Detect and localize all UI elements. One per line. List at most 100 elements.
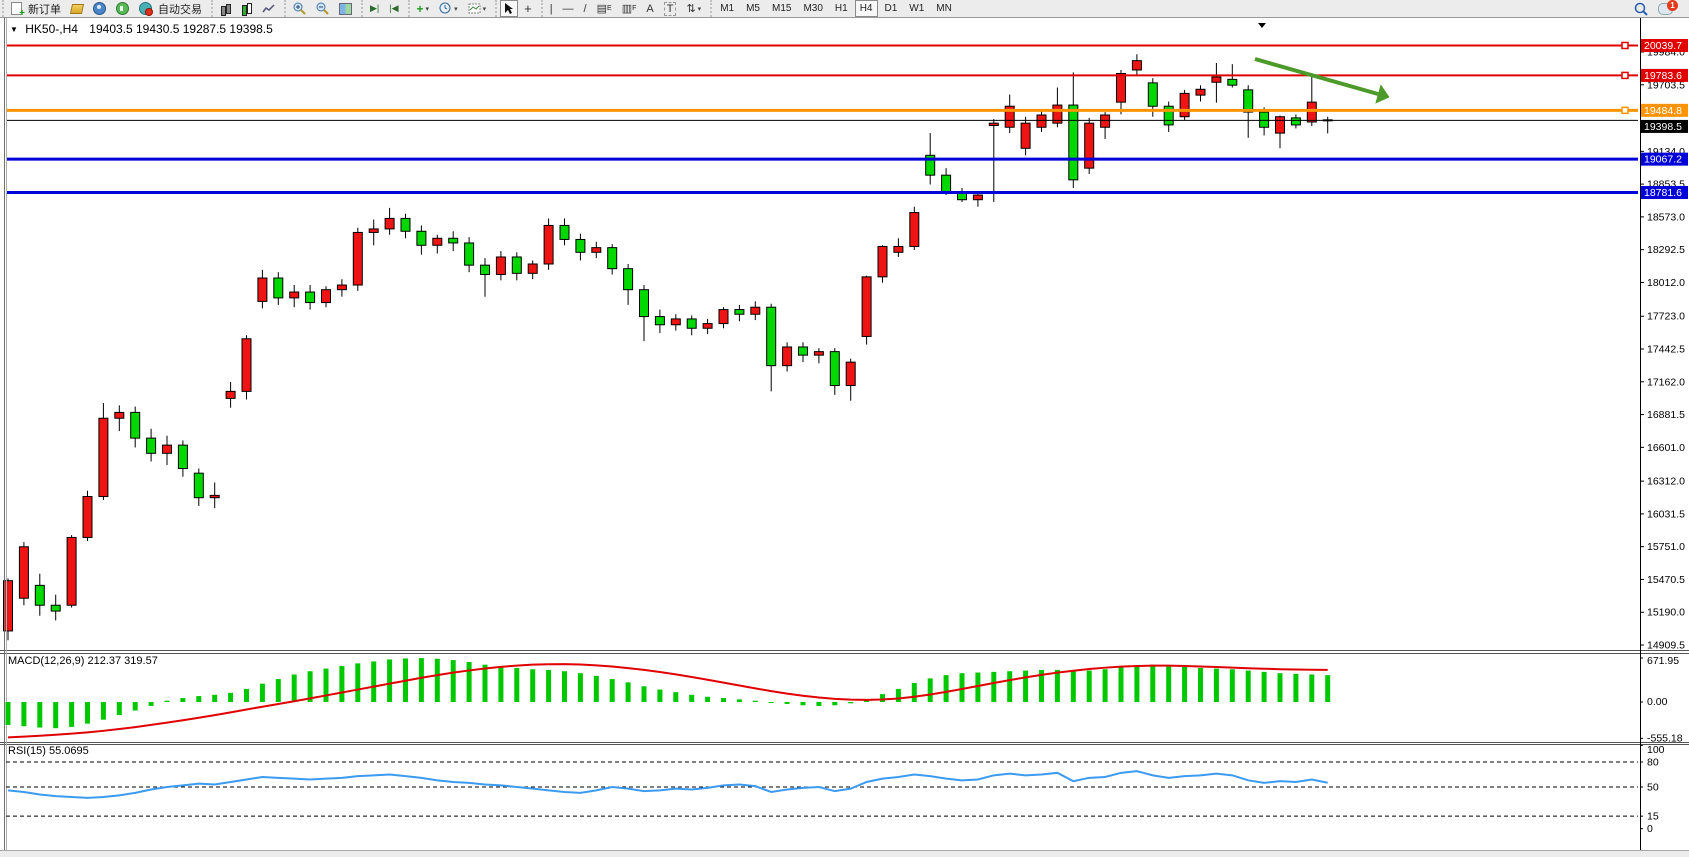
macd-pane[interactable] — [5, 658, 1331, 739]
tile-windows-icon — [339, 2, 352, 15]
svg-text:15: 15 — [1647, 811, 1659, 823]
fibo-e-icon: ▤ — [596, 3, 608, 15]
chart-shift-icon: |◀ — [389, 3, 399, 13]
new-order-button[interactable]: + 新订单 — [7, 0, 65, 19]
main-toolbar: + 新订单 自动交易 ▶| |◀ + ▾ — [0, 0, 1689, 19]
macd-label: MACD(12,26,9) 212.37 319.57 — [8, 655, 158, 667]
rsi-label: RSI(15) 55.0695 — [8, 745, 89, 757]
vertical-line-button[interactable]: | — [546, 0, 557, 17]
market-watch-button[interactable] — [67, 0, 87, 17]
rsi-pane[interactable] — [6, 761, 1638, 817]
svg-text:19398.5: 19398.5 — [1644, 121, 1682, 133]
hline-19783.6[interactable] — [6, 71, 1638, 80]
svg-text:18012.0: 18012.0 — [1647, 277, 1685, 289]
chart-shift-button[interactable]: |◀ — [385, 0, 402, 17]
svg-text:16031.5: 16031.5 — [1647, 508, 1685, 520]
fibo-e-sub: E — [607, 5, 612, 12]
search-button[interactable] — [1630, 0, 1652, 17]
period-button[interactable]: ▾ — [435, 0, 462, 17]
svg-text:19783.6: 19783.6 — [1644, 70, 1682, 82]
svg-text:15190.0: 15190.0 — [1647, 607, 1685, 619]
cursor-group: + — [495, 0, 539, 17]
trend-arrow-annotation[interactable] — [1254, 57, 1390, 104]
price-axis[interactable]: 19984.019703.519134.018853.518573.018292… — [1640, 47, 1685, 836]
svg-text:17723.0: 17723.0 — [1647, 311, 1685, 323]
timeframe-w1-button[interactable]: W1 — [909, 3, 925, 14]
toolbar-right: 1 — [1629, 0, 1685, 17]
add-indicator-icon: + — [416, 1, 424, 16]
hline-19484.8[interactable] — [6, 106, 1638, 115]
timeframe-m5-button[interactable]: M5 — [746, 3, 760, 14]
svg-text:80: 80 — [1647, 757, 1659, 769]
timeframe-m30-button[interactable]: M30 — [803, 3, 823, 14]
timeframe-m15-button[interactable]: M15 — [772, 3, 792, 14]
svg-text:14909.5: 14909.5 — [1647, 640, 1685, 652]
svg-text:19067.2: 19067.2 — [1644, 154, 1682, 166]
chart-window[interactable]: ▼ HK50-,H4 19403.5 19430.5 19287.5 19398… — [0, 18, 1689, 857]
svg-text:0.00: 0.00 — [1647, 696, 1668, 708]
accounts-button[interactable] — [89, 0, 110, 17]
arrows-icon: ⇅ — [686, 3, 696, 15]
auto-trading-label: 自动交易 — [158, 3, 202, 16]
insert-group: + ▾ ▾ ▾ — [407, 0, 494, 17]
timeframe-m1-button[interactable]: M1 — [720, 3, 735, 14]
templates-button[interactable]: ▾ — [464, 0, 491, 17]
text-button[interactable]: A — [642, 0, 657, 17]
person-icon — [93, 2, 106, 15]
timeframe-mn-button[interactable]: MN — [936, 3, 952, 14]
chevron-down-icon: ▾ — [697, 5, 702, 13]
line-chart-button[interactable] — [258, 0, 279, 17]
zoom-out-icon — [316, 2, 329, 15]
signals-button[interactable] — [112, 0, 133, 17]
hline-20039.7[interactable] — [6, 41, 1638, 50]
svg-text:100: 100 — [1647, 744, 1665, 756]
price-badge-20039.7: 20039.7 — [1641, 38, 1688, 52]
chevron-down-icon: ▾ — [454, 5, 458, 13]
cursor-arrow-icon — [505, 2, 514, 14]
bar-chart-button[interactable] — [216, 0, 235, 17]
candles-layer[interactable] — [3, 54, 1333, 641]
scroll-end-icon: ▶| — [370, 3, 380, 13]
tile-windows-button[interactable] — [335, 0, 356, 17]
price-badge-19398.5: 19398.5 — [1641, 119, 1688, 133]
chart-symbol-period: HK50-,H4 — [25, 22, 78, 36]
crosshair-button[interactable]: + — [520, 0, 536, 17]
indicators-button[interactable]: + ▾ — [413, 0, 434, 17]
trendline-icon: / — [583, 2, 587, 15]
expander-triangle-icon[interactable]: ▼ — [10, 25, 18, 34]
timeframe-d1-button[interactable]: D1 — [884, 3, 898, 14]
svg-text:15751.0: 15751.0 — [1647, 541, 1685, 553]
price-badge-19067.2: 19067.2 — [1641, 152, 1688, 166]
horizontal-line-button[interactable]: — — [559, 0, 578, 17]
chart-canvas[interactable]: 19984.019703.519134.018853.518573.018292… — [0, 18, 1689, 856]
bar-chart-icon — [220, 3, 231, 16]
cursor-button[interactable] — [500, 0, 519, 17]
auto-trading-button[interactable]: 自动交易 — [135, 0, 206, 17]
trendline-button[interactable]: / — [580, 0, 591, 17]
price-badge-19783.6: 19783.6 — [1641, 68, 1688, 82]
chart-ohlc-values: 19403.5 19430.5 19287.5 19398.5 — [89, 22, 273, 36]
fibo-retracement-button[interactable]: ▥ F — [618, 0, 641, 17]
timeframe-h4-button[interactable]: H4 — [854, 0, 878, 17]
price-badge-18781.6: 18781.6 — [1641, 186, 1688, 200]
svg-text:19484.8: 19484.8 — [1644, 105, 1682, 117]
clock-icon — [439, 2, 451, 14]
svg-text:50: 50 — [1647, 782, 1659, 794]
arrows-button[interactable]: ⇅ ▾ — [682, 0, 705, 17]
notifications-button[interactable]: 1 — [1654, 0, 1678, 17]
fibo-f-icon: ▥ — [621, 3, 633, 15]
text-label-icon: T — [663, 1, 677, 16]
globe-icon — [139, 2, 153, 16]
trade-group: + 新订单 自动交易 — [2, 0, 209, 19]
candlestick-button[interactable] — [237, 0, 256, 17]
scroll-to-end-button[interactable]: ▶| — [366, 0, 383, 17]
chart-shift-marker-icon[interactable] — [1258, 23, 1266, 28]
candlestick-chart-icon — [241, 2, 252, 16]
fibo-expansion-button[interactable]: ▤ E — [593, 0, 616, 17]
text-label-button[interactable]: T — [660, 0, 681, 17]
zoom-in-button[interactable] — [289, 0, 310, 17]
zoom-out-button[interactable] — [312, 0, 333, 17]
timeframe-h1-button[interactable]: H1 — [834, 3, 848, 14]
zoom-group — [284, 0, 359, 17]
svg-text:17442.5: 17442.5 — [1647, 344, 1685, 356]
